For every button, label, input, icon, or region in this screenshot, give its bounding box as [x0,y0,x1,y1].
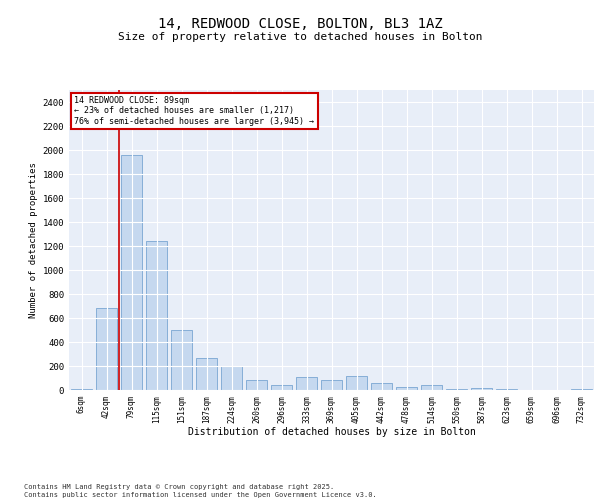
Text: 14, REDWOOD CLOSE, BOLTON, BL3 1AZ: 14, REDWOOD CLOSE, BOLTON, BL3 1AZ [158,18,442,32]
X-axis label: Distribution of detached houses by size in Bolton: Distribution of detached houses by size … [188,427,475,437]
Bar [346,376,367,390]
Bar [271,385,292,390]
Y-axis label: Number of detached properties: Number of detached properties [29,162,38,318]
Text: 14 REDWOOD CLOSE: 89sqm
← 23% of detached houses are smaller (1,217)
76% of semi: 14 REDWOOD CLOSE: 89sqm ← 23% of detache… [74,96,314,126]
Bar [121,155,142,390]
Bar [321,380,342,390]
Bar [296,377,317,390]
Bar [421,385,442,390]
Bar [396,387,417,390]
Bar [71,389,92,390]
Bar [196,358,217,390]
Bar [171,330,192,390]
Bar [96,308,117,390]
Bar [446,389,467,390]
Bar [246,380,267,390]
Bar [146,241,167,390]
Bar [221,366,242,390]
Text: Size of property relative to detached houses in Bolton: Size of property relative to detached ho… [118,32,482,42]
Text: Contains HM Land Registry data © Crown copyright and database right 2025.
Contai: Contains HM Land Registry data © Crown c… [24,484,377,498]
Bar [471,388,492,390]
Bar [371,383,392,390]
